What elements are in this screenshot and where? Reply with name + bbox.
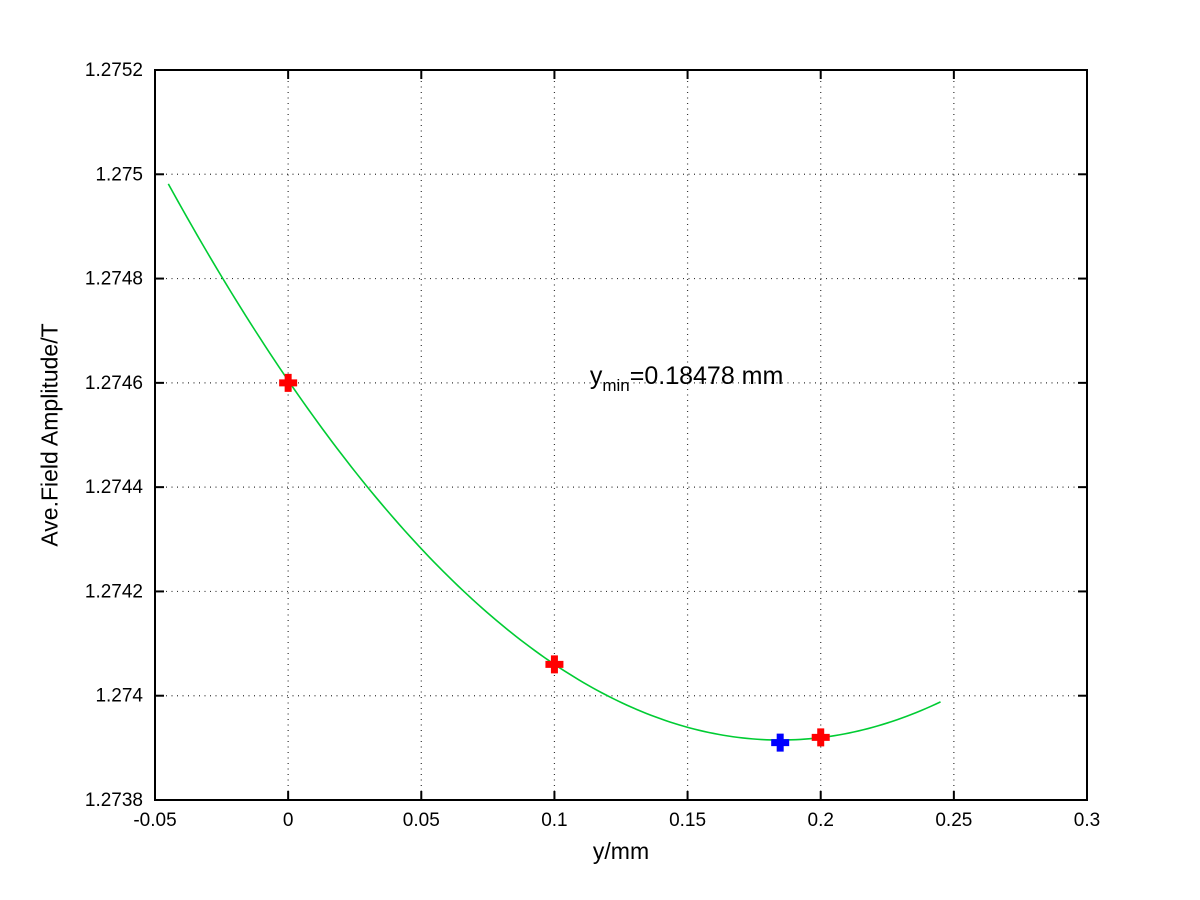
- y-tick-label: 1.2738: [85, 790, 143, 811]
- annotation-base: y: [589, 362, 603, 390]
- minimum-point-marker: [771, 733, 790, 752]
- y-tick-label: 1.2744: [85, 477, 144, 498]
- y-tick-label: 1.275: [95, 164, 143, 185]
- x-tick-label: 0.25: [935, 810, 972, 831]
- min-annotation: ymin=0.18478 mm: [590, 362, 783, 396]
- y-tick-label: 1.2748: [85, 269, 143, 290]
- measured-points-marker: [545, 655, 564, 674]
- x-tick-label: 0.2: [808, 810, 834, 831]
- plot-box: [154, 69, 1088, 801]
- annotation-rest: =0.18478 mm: [629, 362, 784, 390]
- x-axis-label: y/mm: [592, 838, 650, 864]
- x-tick-label: 0.1: [541, 810, 567, 831]
- x-tick-label: 0.15: [669, 810, 706, 831]
- measured-points-marker: [811, 728, 830, 747]
- y-tick-label: 1.2752: [85, 60, 143, 81]
- x-tick-label: 0: [283, 810, 294, 831]
- annotation-subscript: min: [602, 376, 630, 395]
- y-axis-label: Ave.Field Amplitude/T: [36, 323, 63, 547]
- measured-points-marker: [279, 373, 298, 392]
- y-tick-label: 1.274: [95, 686, 143, 707]
- y-tick-label: 1.2742: [85, 581, 143, 602]
- y-tick-label: 1.2746: [85, 373, 143, 394]
- x-tick-label: 0.05: [403, 810, 440, 831]
- x-tick-label: 0.3: [1074, 810, 1100, 831]
- x-tick-label: -0.05: [133, 810, 176, 831]
